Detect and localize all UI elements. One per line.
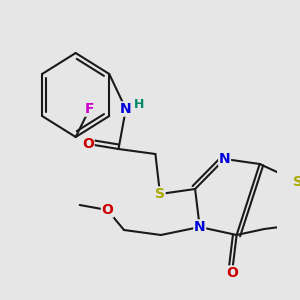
Text: N: N (194, 220, 206, 234)
Text: F: F (85, 102, 94, 116)
Text: O: O (82, 137, 94, 151)
Text: O: O (226, 266, 238, 280)
Text: S: S (293, 175, 300, 189)
Text: N: N (219, 152, 230, 166)
Text: H: H (134, 98, 144, 112)
Text: N: N (120, 102, 132, 116)
Text: O: O (101, 203, 113, 217)
Text: S: S (155, 187, 165, 201)
